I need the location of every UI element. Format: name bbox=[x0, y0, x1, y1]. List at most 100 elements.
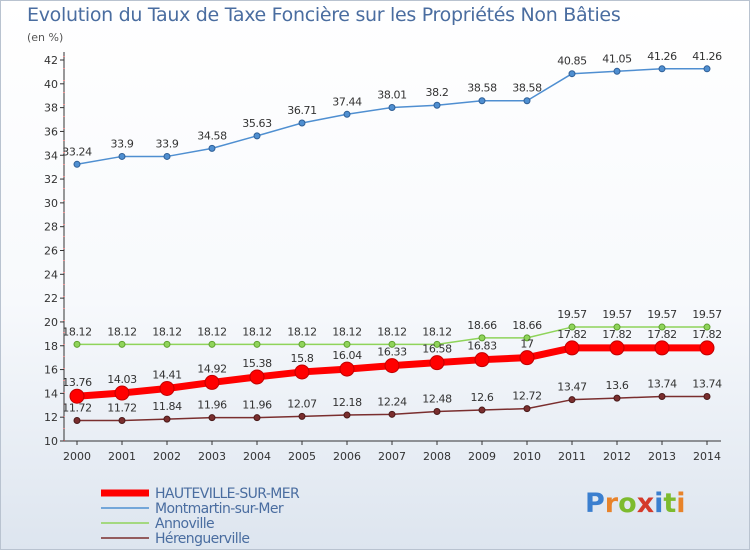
data-label: 38.58 bbox=[467, 82, 497, 95]
data-point bbox=[568, 70, 576, 78]
y-tick-label: 26 bbox=[44, 245, 58, 258]
data-point bbox=[118, 152, 126, 160]
logo-letter: P bbox=[585, 488, 605, 519]
logo-letter: i bbox=[654, 488, 664, 519]
data-label: 12.18 bbox=[332, 396, 362, 409]
data-point bbox=[118, 340, 126, 348]
data-label: 18.12 bbox=[197, 325, 227, 338]
y-tick-label: 34 bbox=[44, 149, 58, 162]
x-tick-label: 2010 bbox=[513, 450, 541, 463]
data-point bbox=[343, 340, 351, 348]
data-point bbox=[208, 414, 216, 422]
y-tick-label: 12 bbox=[44, 411, 58, 424]
data-label: 33.9 bbox=[111, 137, 134, 150]
data-label: 19.57 bbox=[692, 308, 722, 321]
data-point bbox=[658, 65, 666, 73]
data-point bbox=[69, 388, 85, 404]
data-point bbox=[339, 361, 355, 377]
data-point bbox=[703, 392, 711, 400]
y-tick-label: 22 bbox=[44, 292, 58, 305]
data-point bbox=[519, 350, 535, 366]
data-label: 17.82 bbox=[557, 328, 587, 341]
data-label: 41.26 bbox=[647, 50, 677, 63]
y-tick-label: 38 bbox=[44, 102, 58, 115]
data-point bbox=[474, 352, 490, 368]
data-point bbox=[433, 340, 441, 348]
x-tick-label: 2012 bbox=[603, 450, 631, 463]
x-tick-label: 2007 bbox=[378, 450, 406, 463]
data-point bbox=[658, 392, 666, 400]
data-label: 11.96 bbox=[197, 399, 227, 412]
data-label: 13.74 bbox=[692, 377, 722, 390]
x-tick-label: 2002 bbox=[153, 450, 181, 463]
data-point bbox=[298, 119, 306, 127]
y-tick-label: 42 bbox=[44, 54, 58, 67]
x-tick-label: 2008 bbox=[423, 450, 451, 463]
y-tick-label: 30 bbox=[44, 197, 58, 210]
data-label: 11.84 bbox=[152, 400, 182, 413]
data-label: 38.58 bbox=[512, 82, 542, 95]
data-label: 38.01 bbox=[377, 89, 407, 102]
x-tick-label: 2001 bbox=[108, 450, 136, 463]
y-tick-label: 16 bbox=[44, 364, 58, 377]
data-point bbox=[703, 323, 711, 331]
x-tick-label: 2013 bbox=[648, 450, 676, 463]
data-point bbox=[294, 364, 310, 380]
data-point bbox=[478, 406, 486, 414]
data-label: 15.8 bbox=[291, 352, 314, 365]
data-point bbox=[568, 323, 576, 331]
data-point bbox=[208, 340, 216, 348]
data-label: 16.04 bbox=[332, 349, 362, 362]
data-label: 16.33 bbox=[377, 346, 407, 359]
y-unit-label: (en %) bbox=[27, 31, 64, 44]
data-label: 16.58 bbox=[422, 343, 452, 356]
data-point bbox=[343, 411, 351, 419]
data-point bbox=[204, 374, 220, 390]
y-tick-label: 18 bbox=[44, 340, 58, 353]
data-label: 18.12 bbox=[107, 325, 137, 338]
data-point bbox=[163, 415, 171, 423]
data-label: 41.26 bbox=[692, 50, 722, 63]
logo-letter: x bbox=[636, 488, 655, 519]
data-label: 18.12 bbox=[242, 325, 272, 338]
data-label: 12.24 bbox=[377, 395, 407, 408]
data-label: 16.83 bbox=[467, 340, 497, 353]
data-label: 34.58 bbox=[197, 129, 227, 142]
data-point bbox=[298, 340, 306, 348]
data-label: 18.12 bbox=[377, 325, 407, 338]
data-label: 17 bbox=[520, 338, 534, 351]
data-label: 14.92 bbox=[197, 362, 227, 375]
y-tick-label: 14 bbox=[44, 387, 58, 400]
data-label: 36.71 bbox=[287, 104, 317, 117]
x-tick-label: 2011 bbox=[558, 450, 586, 463]
data-point bbox=[384, 358, 400, 374]
data-point bbox=[388, 410, 396, 418]
data-label: 12.48 bbox=[422, 392, 452, 405]
data-point bbox=[253, 340, 261, 348]
data-point bbox=[523, 405, 531, 413]
proxiti-logo: Proxiti bbox=[585, 488, 686, 519]
data-label: 37.44 bbox=[332, 95, 362, 108]
x-tick-label: 2009 bbox=[468, 450, 496, 463]
data-label: 14.03 bbox=[107, 373, 137, 386]
y-tick-label: 10 bbox=[44, 435, 58, 448]
data-point bbox=[73, 160, 81, 168]
data-point bbox=[703, 65, 711, 73]
data-point bbox=[568, 396, 576, 404]
data-label: 18.12 bbox=[332, 325, 362, 338]
data-point bbox=[478, 334, 486, 342]
data-label: 11.72 bbox=[107, 402, 137, 415]
logo-letter: i bbox=[676, 488, 686, 519]
data-point bbox=[433, 407, 441, 415]
chart-title: Evolution du Taux de Taxe Foncière sur l… bbox=[27, 4, 621, 26]
data-label: 41.05 bbox=[602, 52, 632, 65]
data-label: 13.6 bbox=[606, 379, 629, 392]
data-point bbox=[298, 412, 306, 420]
logo-letter: r bbox=[604, 488, 619, 519]
data-point bbox=[613, 394, 621, 402]
y-tick-label: 32 bbox=[44, 173, 58, 186]
data-point bbox=[658, 323, 666, 331]
data-point bbox=[73, 417, 81, 425]
data-point bbox=[388, 104, 396, 112]
